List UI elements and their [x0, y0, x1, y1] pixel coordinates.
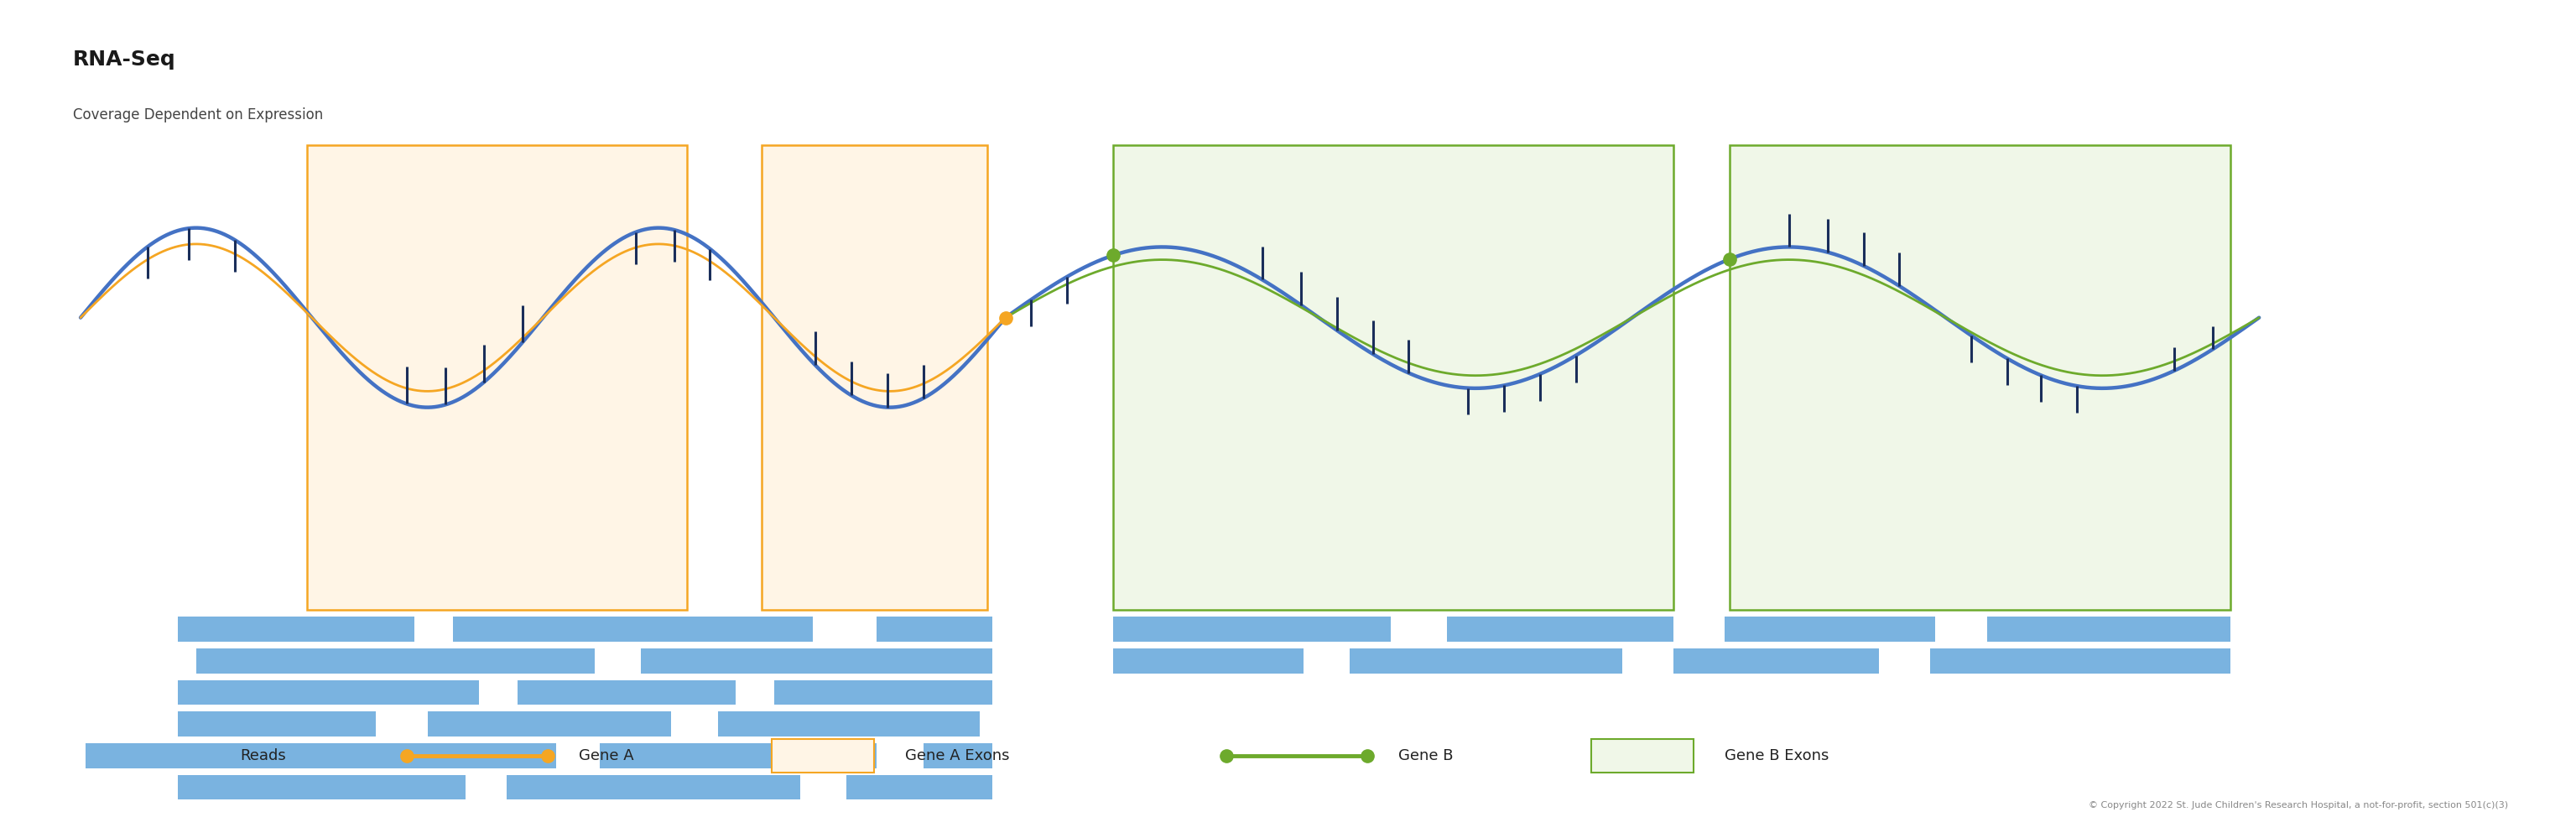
- Bar: [178, 617, 415, 642]
- Bar: [453, 617, 814, 642]
- Text: Reads: Reads: [240, 748, 286, 763]
- Bar: [762, 145, 987, 610]
- Bar: [518, 680, 737, 705]
- Bar: [1350, 649, 1623, 673]
- Bar: [178, 680, 479, 705]
- Bar: [204, 743, 556, 768]
- Bar: [641, 649, 992, 673]
- Bar: [1592, 739, 1695, 772]
- Bar: [1929, 649, 2231, 673]
- Bar: [1113, 649, 1303, 673]
- Bar: [775, 680, 992, 705]
- Bar: [1113, 617, 1391, 642]
- Bar: [876, 617, 992, 642]
- Bar: [507, 774, 801, 799]
- Bar: [1448, 617, 1674, 642]
- Bar: [845, 774, 992, 799]
- Bar: [773, 739, 873, 772]
- Bar: [1986, 617, 2231, 642]
- Text: Gene B Exons: Gene B Exons: [1726, 748, 1829, 763]
- Bar: [178, 711, 376, 737]
- Text: RNA-Seq: RNA-Seq: [72, 49, 175, 70]
- Text: Gene A Exons: Gene A Exons: [904, 748, 1010, 763]
- Bar: [1726, 617, 1935, 642]
- Bar: [1674, 649, 1878, 673]
- Bar: [307, 145, 688, 610]
- Text: Gene A: Gene A: [580, 748, 634, 763]
- Bar: [1113, 145, 1674, 610]
- Bar: [1731, 145, 2231, 610]
- Bar: [196, 649, 595, 673]
- Text: © Copyright 2022 St. Jude Children's Research Hospital, a not-for-profit, sectio: © Copyright 2022 St. Jude Children's Res…: [2089, 801, 2509, 810]
- Text: Coverage Dependent on Expression: Coverage Dependent on Expression: [72, 107, 322, 122]
- Bar: [85, 743, 209, 768]
- Bar: [428, 711, 672, 737]
- Bar: [600, 743, 876, 768]
- Bar: [178, 774, 466, 799]
- Bar: [719, 711, 979, 737]
- Bar: [922, 743, 992, 768]
- Text: Gene B: Gene B: [1399, 748, 1453, 763]
